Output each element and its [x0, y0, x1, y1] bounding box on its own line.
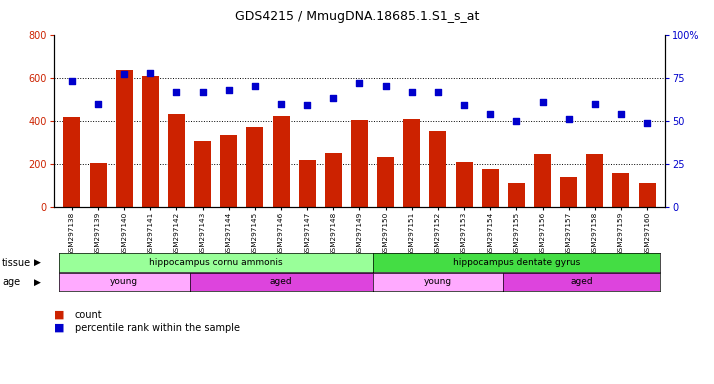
Point	[249, 83, 261, 89]
Bar	[351, 120, 368, 207]
Bar	[534, 154, 551, 207]
Text: GDS4215 / MmugDNA.18685.1.S1_s_at: GDS4215 / MmugDNA.18685.1.S1_s_at	[235, 10, 479, 23]
Point	[641, 120, 653, 126]
Point	[380, 83, 391, 89]
Bar	[325, 153, 342, 207]
Point	[563, 116, 574, 122]
Point	[171, 89, 182, 95]
Bar	[246, 127, 263, 207]
Bar	[298, 160, 316, 207]
Bar	[429, 131, 446, 207]
Text: ■: ■	[54, 310, 64, 320]
Bar	[403, 119, 421, 207]
Text: ▶: ▶	[34, 278, 41, 286]
Point	[92, 101, 104, 107]
Bar	[482, 169, 499, 207]
Text: ■: ■	[54, 323, 64, 333]
Text: tissue: tissue	[2, 258, 31, 268]
Point	[615, 111, 627, 117]
Point	[197, 89, 208, 95]
Bar	[613, 173, 630, 207]
Point	[145, 70, 156, 76]
Text: young: young	[110, 278, 139, 286]
Bar	[586, 154, 603, 207]
Point	[589, 101, 600, 107]
Text: young: young	[424, 278, 452, 286]
Text: aged: aged	[570, 278, 593, 286]
Bar	[456, 162, 473, 207]
Point	[66, 78, 78, 84]
Point	[223, 87, 234, 93]
Bar	[508, 183, 525, 207]
Point	[485, 111, 496, 117]
Point	[119, 71, 130, 78]
Point	[537, 99, 548, 105]
Bar	[116, 70, 133, 207]
Bar	[220, 135, 237, 207]
Point	[276, 101, 287, 107]
Bar	[194, 141, 211, 207]
Point	[458, 103, 470, 109]
Bar	[377, 157, 394, 207]
Bar	[273, 116, 290, 207]
Bar	[168, 114, 185, 207]
Text: aged: aged	[270, 278, 292, 286]
Bar	[64, 117, 81, 207]
Text: percentile rank within the sample: percentile rank within the sample	[75, 323, 240, 333]
Point	[354, 80, 366, 86]
Text: hippocampus cornu ammonis: hippocampus cornu ammonis	[149, 258, 283, 267]
Bar	[560, 177, 577, 207]
Bar	[142, 76, 159, 207]
Text: count: count	[75, 310, 103, 320]
Point	[432, 89, 443, 95]
Text: hippocampus dentate gyrus: hippocampus dentate gyrus	[453, 258, 580, 267]
Point	[406, 89, 418, 95]
Point	[328, 96, 339, 102]
Text: ▶: ▶	[34, 258, 41, 267]
Bar	[638, 183, 655, 207]
Point	[511, 118, 522, 124]
Point	[301, 103, 313, 109]
Text: age: age	[2, 277, 20, 287]
Bar	[89, 163, 106, 207]
